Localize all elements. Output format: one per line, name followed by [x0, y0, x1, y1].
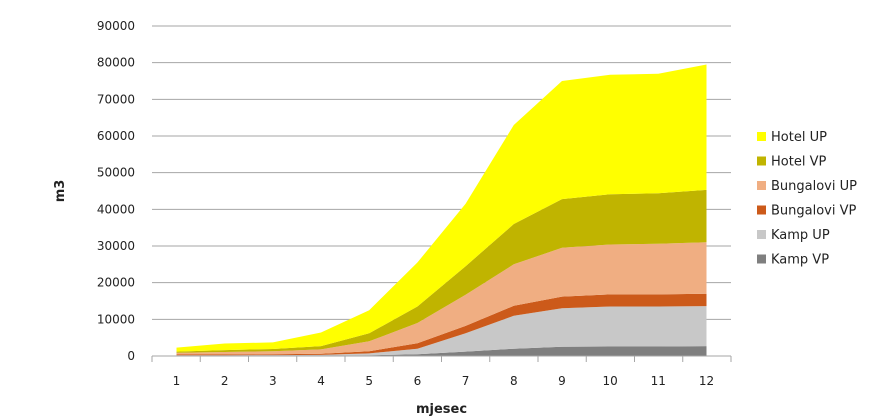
y-tick-label-50000: 50000 — [97, 166, 135, 180]
legend-label-bungalovi-vp: Bungalovi VP — [771, 204, 857, 219]
y-tick-label-10000: 10000 — [97, 312, 135, 326]
y-tick-label-20000: 20000 — [97, 276, 135, 290]
axes: 0 10000 20000 30000 40000 50000 60000 70000 8000… — [97, 19, 732, 388]
area-kamp-vp — [176, 346, 707, 356]
x-tick-label-11: 11 — [651, 374, 666, 388]
y-tick-label-60000: 60000 — [97, 129, 135, 143]
x-axis-title: mjesec — [416, 402, 467, 417]
legend-label-kamp-vp: Kamp VP — [771, 253, 829, 268]
y-tick-label-80000: 80000 — [97, 56, 135, 70]
x-tick-label-3: 3 — [269, 374, 277, 388]
legend-label-kamp-up: Kamp UP — [771, 228, 830, 243]
legend-swatch-kamp-vp — [757, 254, 766, 264]
x-tick-label-7: 7 — [462, 374, 470, 388]
legend-swatch-bungalovi-up — [757, 181, 766, 190]
legend-label-bungalovi-up: Bungalovi UP — [771, 179, 857, 194]
area-series-group — [176, 64, 707, 356]
x-tick-label-12: 12 — [699, 374, 714, 388]
legend-swatch-hotel-up — [757, 132, 766, 141]
area-bungalovi-up — [176, 242, 707, 355]
x-tick-label-9: 9 — [558, 374, 566, 388]
legend-label-hotel-vp: Hotel VP — [771, 155, 826, 170]
legend: Hotel UP Hotel VP Bungalovi UP Bungalovi VP… — [757, 130, 857, 268]
x-tick-label-2: 2 — [221, 374, 229, 388]
legend-swatch-bungalovi-vp — [757, 205, 766, 215]
area-hotel-up — [176, 64, 707, 352]
x-tick-label-8: 8 — [510, 374, 518, 388]
legend-label-hotel-up: Hotel UP — [771, 130, 827, 145]
area-bungalovi-vp — [176, 293, 707, 356]
y-tick-label-0: 0 — [127, 349, 135, 363]
y-axis-title: m3 — [53, 180, 68, 203]
area-hotel-vp — [176, 189, 707, 353]
y-tick-label-30000: 30000 — [97, 239, 135, 253]
x-tick-label-5: 5 — [365, 374, 373, 388]
gridlines — [152, 25, 731, 320]
x-tick-label-1: 1 — [173, 374, 181, 388]
y-tick-label-70000: 70000 — [97, 92, 135, 106]
legend-swatch-kamp-up — [757, 230, 766, 239]
x-tick-label-10: 10 — [602, 374, 617, 388]
x-tick-label-6: 6 — [414, 374, 422, 388]
x-tick-label-4: 4 — [317, 374, 325, 388]
y-tick-label-40000: 40000 — [97, 202, 135, 216]
y-tick-label-90000: 90000 — [97, 19, 135, 33]
legend-swatch-hotel-vp — [757, 156, 766, 166]
area-kamp-up — [176, 306, 707, 356]
